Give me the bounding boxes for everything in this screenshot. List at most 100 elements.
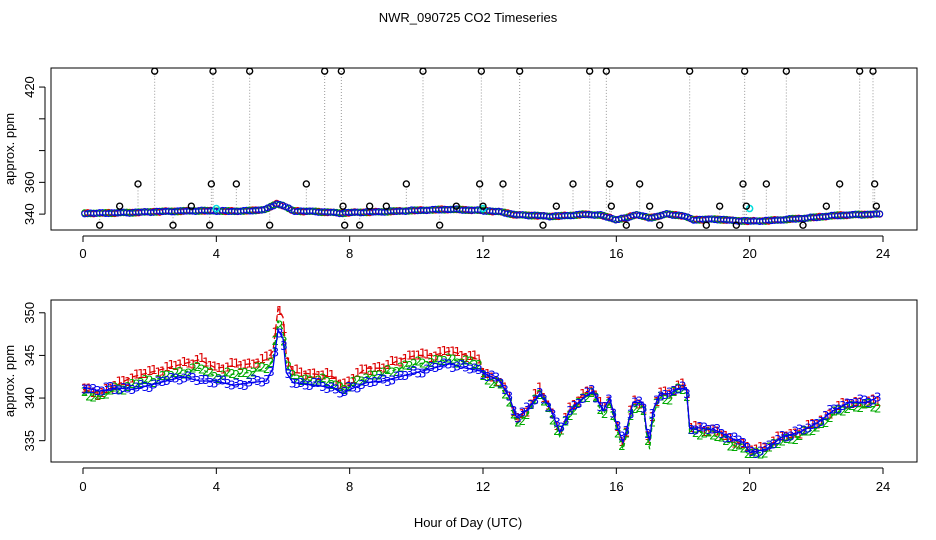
series-2-marker: 2 xyxy=(779,435,787,449)
series-2-marker: 2 xyxy=(272,334,280,348)
series-3-marker: 3 xyxy=(666,386,674,400)
baseline-point xyxy=(876,210,884,218)
series-1-marker: 1 xyxy=(826,407,834,421)
series-3-marker: 3 xyxy=(796,423,804,437)
bottom-panel: 1111111111111111111111111111111111111111… xyxy=(2,299,918,494)
series-3-marker: 3 xyxy=(640,401,648,415)
series-2-marker: 2 xyxy=(545,401,553,415)
series-3-marker: 3 xyxy=(566,404,574,418)
series-2-marker: 2 xyxy=(90,391,98,405)
series-2-marker: 2 xyxy=(445,351,453,365)
series-1-marker: 1 xyxy=(701,425,709,439)
bottom-y-tick-label: 340 xyxy=(22,387,37,409)
bottom-y-axis-label: approx. ppm xyxy=(2,345,17,417)
bottom-plot-data: 1111111111111111111111111111111111111111… xyxy=(81,304,882,461)
series-2-marker: 2 xyxy=(220,368,228,382)
series-2-marker: 2 xyxy=(176,365,184,379)
cal-point xyxy=(870,180,879,188)
series-1-marker: 1 xyxy=(237,359,245,373)
series-3-marker: 3 xyxy=(250,372,258,386)
bottom-y-tick-label: 350 xyxy=(22,302,37,324)
series-1-marker: 1 xyxy=(402,352,410,366)
top-y-tick-label: 340 xyxy=(22,203,37,225)
series-2-marker: 2 xyxy=(480,369,488,383)
series-3-marker: 3 xyxy=(610,407,618,421)
series-3-marker: 3 xyxy=(614,419,622,433)
top-x-tick-label: 20 xyxy=(742,246,756,261)
series-3-marker: 3 xyxy=(116,383,124,397)
series-1-marker: 1 xyxy=(844,397,852,411)
cal-point xyxy=(169,221,177,229)
series-1-marker: 1 xyxy=(813,418,821,432)
series-3-marker: 3 xyxy=(324,382,332,396)
series-3-marker: 3 xyxy=(605,393,613,407)
series-2-marker: 2 xyxy=(558,423,566,437)
series-3-marker: 3 xyxy=(410,364,418,378)
series-1-marker: 1 xyxy=(328,368,336,382)
series-2-marker: 2 xyxy=(670,385,678,399)
series-2-marker: 2 xyxy=(324,375,332,389)
series-3-marker: 3 xyxy=(150,377,158,391)
top-y-axis: 340 360 420 xyxy=(22,76,46,225)
series-1-marker: 1 xyxy=(324,366,332,380)
top-y-axis-label: approx. ppm xyxy=(2,113,17,185)
series-2-marker: 2 xyxy=(761,447,769,461)
cal-point xyxy=(340,221,349,229)
series-1-marker: 1 xyxy=(146,364,154,378)
series-3-marker: 3 xyxy=(527,398,535,412)
series-2-marker: 2 xyxy=(250,365,258,379)
series-3-marker: 3 xyxy=(189,371,197,385)
series-1-marker: 1 xyxy=(90,386,98,400)
series-3-marker: 3 xyxy=(649,407,657,421)
top-plot-frame xyxy=(50,67,918,231)
series-2-marker: 2 xyxy=(380,365,388,379)
cal-point xyxy=(187,202,196,210)
series-2-marker: 2 xyxy=(740,441,748,455)
series-3-marker: 3 xyxy=(94,384,102,398)
series-3-marker: 3 xyxy=(519,405,527,419)
series-1-marker: 1 xyxy=(215,361,223,375)
series-2-marker: 2 xyxy=(168,369,176,383)
series-1-marker: 1 xyxy=(597,395,605,409)
series-2-marker: 2 xyxy=(874,402,882,416)
series-1-marker: 1 xyxy=(675,378,683,392)
series-2-marker: 2 xyxy=(805,424,813,438)
series-1-marker: 1 xyxy=(202,355,210,369)
series-2-marker: 2 xyxy=(376,368,384,382)
series-2-marker: 2 xyxy=(428,356,436,370)
series-3-marker: 3 xyxy=(709,422,717,436)
series-2-marker: 2 xyxy=(259,361,267,375)
series-1-marker: 1 xyxy=(510,405,518,419)
series-2-marker: 2 xyxy=(566,409,574,423)
series-3-marker: 3 xyxy=(579,392,587,406)
series-2-marker: 2 xyxy=(150,376,158,390)
series-1-marker: 1 xyxy=(532,387,540,401)
cal-point xyxy=(742,202,751,210)
cal-point xyxy=(702,221,711,229)
series-3-marker: 3 xyxy=(302,378,310,392)
top-x-tick-label: 24 xyxy=(876,246,890,261)
series-2-marker: 2 xyxy=(488,377,496,391)
cal-point xyxy=(435,221,444,229)
series-1-marker: 1 xyxy=(722,429,730,443)
series-2-marker: 2 xyxy=(571,404,579,418)
series-3-marker: 3 xyxy=(228,378,236,392)
series-3-marker: 3 xyxy=(428,360,436,374)
series-2-line xyxy=(82,319,877,456)
series-3-marker: 3 xyxy=(744,441,752,455)
series-3-marker: 3 xyxy=(462,360,470,374)
series-3-marker: 3 xyxy=(159,375,167,389)
series-2-marker: 2 xyxy=(506,396,514,410)
series-1-marker: 1 xyxy=(194,353,202,367)
series-1-marker: 1 xyxy=(666,388,674,402)
series-2-marker: 2 xyxy=(792,433,800,447)
series-2-marker: 2 xyxy=(328,378,336,392)
bottom-x-tick-label: 16 xyxy=(609,479,623,494)
series-2-marker: 2 xyxy=(155,373,163,387)
series-2-marker: 2 xyxy=(207,365,215,379)
series-1-marker: 1 xyxy=(410,349,418,363)
series-2-marker: 2 xyxy=(280,335,288,349)
series-2-marker: 2 xyxy=(189,362,197,376)
series-1-marker: 1 xyxy=(220,363,228,377)
series-1-marker: 1 xyxy=(155,365,163,379)
